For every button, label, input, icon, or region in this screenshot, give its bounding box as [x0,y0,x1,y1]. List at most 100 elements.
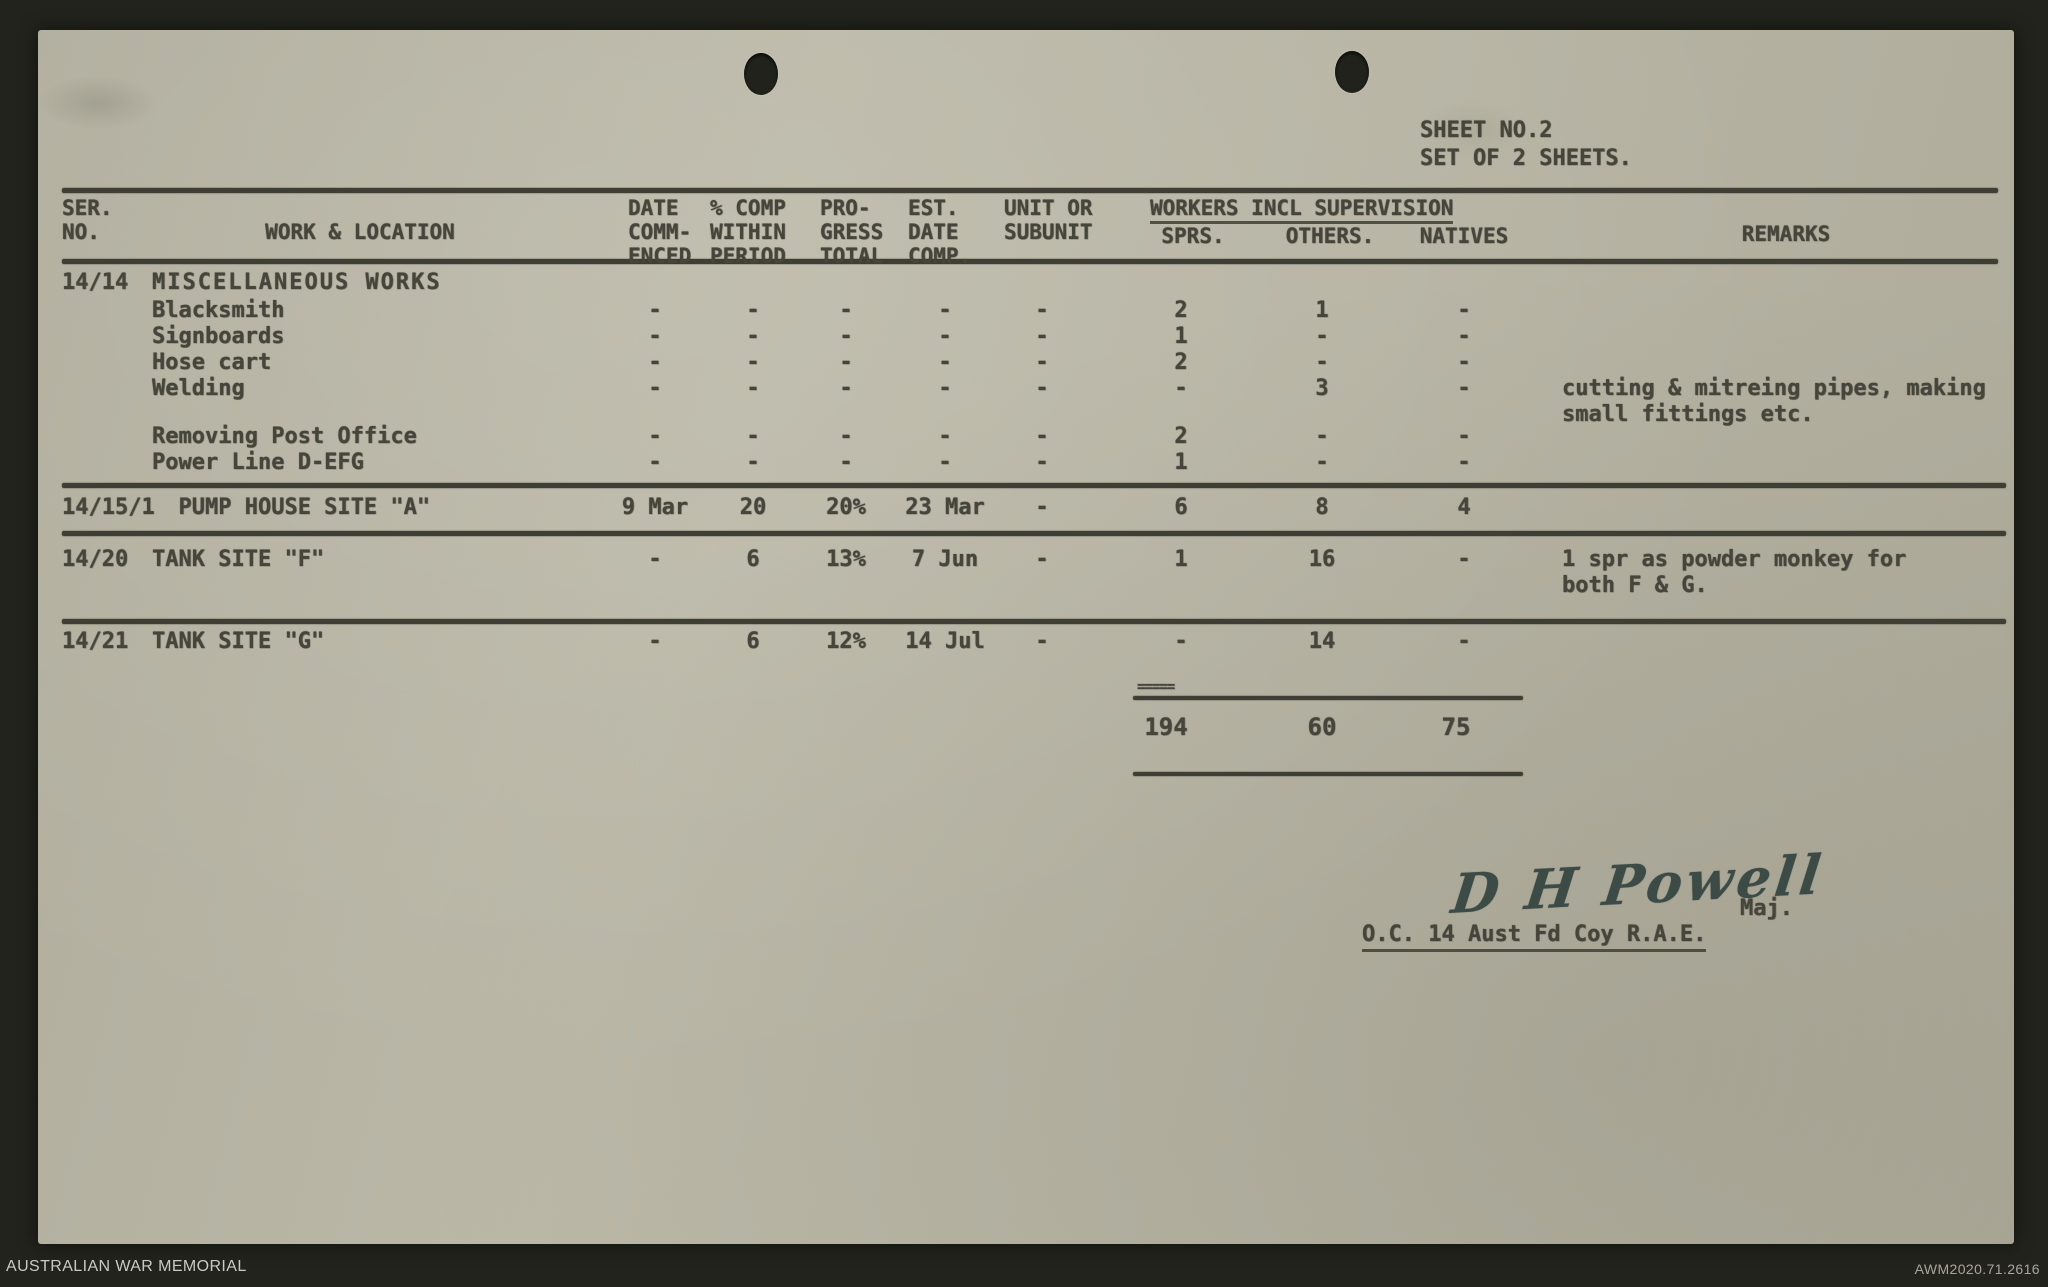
table-rule-separator [62,531,2006,536]
cell-progress-total: - [839,324,853,349]
cell-natives: - [1457,350,1471,375]
archive-accession-number: AWM2020.71.2616 [1914,1261,2040,1277]
cell-others: 16 [1308,547,1336,572]
cell-progress-total: - [839,424,853,449]
cell-sprs: 1 [1174,324,1188,349]
totals-tally-mark: ===== [1137,679,1175,695]
cell-sprs: - [1174,376,1188,401]
punch-hole-right [1335,51,1369,93]
archive-institution-label: AUSTRALIAN WAR MEMORIAL [6,1258,247,1275]
cell-est-date: - [938,450,952,475]
cell-others: - [1315,450,1329,475]
cell-unit-subunit: - [1035,495,1049,520]
table-row: Hose cart - - - - - 2 - - [0,350,2048,376]
header-est-date-comp: EST. DATE COMP. [908,196,972,268]
cell-unit-subunit: - [1035,424,1049,449]
cell-sprs: 1 [1174,450,1188,475]
cell-est-date: - [938,376,952,401]
table-row: Power Line D-EFG - - - - - 1 - - [0,450,2048,476]
header-unit-or-subunit: UNIT OR SUBUNIT [1004,196,1093,244]
sheet-number: SHEET NO.2 [1420,118,1553,143]
table-row: Removing Post Office - - - - - 2 - - [0,424,2048,450]
cell-remarks: cutting & mitreing pipes, making small f… [1562,376,1986,427]
cell-others: 8 [1315,495,1329,520]
cell-pct-comp: 6 [746,547,760,572]
table-row: Signboards - - - - - 1 - - [0,324,2048,350]
table-rule-separator [62,619,2006,624]
cell-work-location: Signboards [152,324,285,349]
cell-unit-subunit: - [1035,298,1049,323]
cell-date-commenced: 9 Mar [621,495,689,520]
cell-sprs: 1 [1174,547,1188,572]
header-natives: NATIVES [1419,224,1509,248]
table-row: 14/20 TANK SITE "F" - 6 13% 7 Jun - 1 16… [0,547,2048,598]
cell-progress-total: - [839,450,853,475]
signature-rank: Maj. [1740,896,1793,921]
cell-est-date: - [938,350,952,375]
cell-date-commenced: - [648,350,662,375]
cell-est-date: 7 Jun [911,547,979,572]
header-others: OTHERS. [1285,224,1375,248]
table-rule-separator [62,483,2006,488]
cell-sprs: 6 [1174,495,1188,520]
cell-natives: - [1457,376,1471,401]
cell-sprs: 2 [1174,298,1188,323]
cell-natives: - [1457,547,1471,572]
totals-rule-bottom [1133,772,1523,776]
cell-natives: 4 [1457,495,1471,520]
cell-pct-comp: - [746,424,760,449]
cell-pct-comp: - [746,450,760,475]
header-ser-no: SER. NO. [62,196,113,244]
table-rule-header-top [62,188,1998,193]
cell-others: 1 [1315,298,1329,323]
header-progress-total: PRO- GRESS TOTAL [820,196,884,268]
cell-progress-total: - [839,350,853,375]
cell-natives: - [1457,424,1471,449]
cell-pct-comp: - [746,298,760,323]
cell-work-location: Welding [152,376,245,401]
cell-progress-total: - [839,376,853,401]
header-remarks: REMARKS [1741,222,1831,246]
cell-work-location: PUMP HOUSE SITE "A" [152,495,431,520]
header-workers-incl-supervision: WORKERS INCL SUPERVISION [1150,196,1454,224]
total-natives: 75 [1441,713,1471,741]
cell-others: - [1315,324,1329,349]
cell-work-location: TANK SITE "G" [152,629,325,654]
cell-ser-no: 14/21 [62,629,129,654]
cell-est-date: - [938,324,952,349]
table-row: Welding - - - - - - 3 - cutting & mitrei… [0,376,2048,427]
cell-unit-subunit: - [1035,629,1049,654]
cell-natives: - [1457,629,1471,654]
cell-pct-comp: 6 [746,629,760,654]
cell-date-commenced: - [648,424,662,449]
cell-work-location: MISCELLANEOUS WORKS [152,270,442,295]
cell-ser-no: 14/20 [62,547,129,572]
cell-natives: - [1457,298,1471,323]
cell-est-date: 23 Mar [905,495,985,520]
cell-sprs: - [1174,629,1188,654]
cell-progress-total: 13% [826,547,866,572]
cell-sprs: 2 [1174,350,1188,375]
cell-progress-total: 20% [826,495,866,520]
signature-title: O.C. 14 Aust Fd Coy R.A.E. [1362,922,1707,952]
cell-unit-subunit: - [1035,450,1049,475]
cell-work-location: TANK SITE "F" [152,547,325,572]
cell-natives: - [1457,324,1471,349]
cell-work-location: Power Line D-EFG [152,450,364,475]
cell-others: 14 [1308,629,1336,654]
table-row: 14/21 TANK SITE "G" - 6 12% 14 Jul - - 1… [0,629,2048,655]
cell-pct-comp: - [746,350,760,375]
cell-natives: - [1457,450,1471,475]
cell-progress-total: 12% [826,629,866,654]
cell-date-commenced: - [648,629,662,654]
cell-pct-comp: - [746,376,760,401]
paper-smudge [38,75,158,130]
cell-remarks: 1 spr as powder monkey for both F & G. [1562,547,1907,598]
cell-ser-no: 14/15/1 [62,495,155,520]
total-sprs: 194 [1144,713,1188,741]
cell-date-commenced: - [648,376,662,401]
header-pct-comp-within-period: % COMP WITHIN PERIOD [710,196,786,268]
cell-others: - [1315,350,1329,375]
punch-hole-left [744,53,778,95]
cell-unit-subunit: - [1035,376,1049,401]
